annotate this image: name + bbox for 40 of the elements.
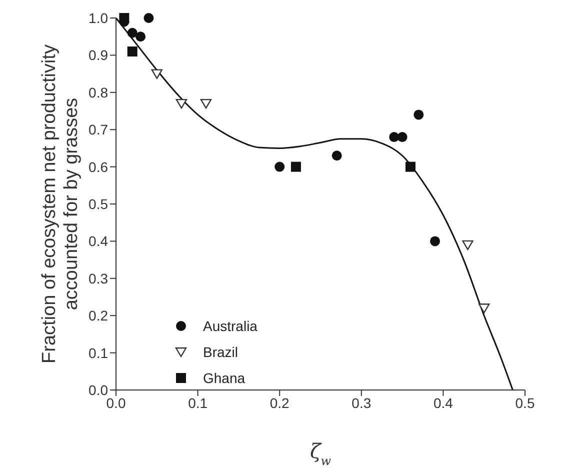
- y-tick-label: 0.2: [88, 308, 108, 324]
- point: [274, 162, 285, 172]
- x-axis-title: ζ$_{w}$: [310, 439, 332, 468]
- point: [144, 13, 154, 23]
- y-tick-label: 0.4: [88, 233, 108, 250]
- y-tick-label: 0.3: [88, 270, 108, 286]
- point: [290, 162, 301, 172]
- x-tick-label: 0.5: [515, 394, 535, 411]
- point: [127, 46, 138, 56]
- point: [136, 32, 146, 42]
- y-tick-label: 0.7: [88, 122, 108, 138]
- x-tick-label: 0.1: [188, 394, 208, 411]
- y-tick-label: 0.8: [88, 84, 108, 100]
- y-tick-label: 0.5: [88, 196, 108, 212]
- point: [200, 98, 212, 109]
- x-tick-label: 0.3: [352, 394, 372, 411]
- x-tick-label: 0.0: [106, 394, 126, 411]
- point: [127, 28, 138, 38]
- point: [478, 304, 490, 314]
- y-tick-label: 0.6: [88, 158, 108, 175]
- x-tick-label: 0.2: [270, 394, 290, 411]
- point: [397, 132, 408, 142]
- y-tick-label: 1.0: [88, 10, 108, 26]
- point: [119, 13, 130, 23]
- x-tick-label: 0.4: [433, 394, 454, 411]
- legend-label: Ghana: [203, 370, 246, 386]
- point: [430, 236, 440, 246]
- point: [462, 240, 474, 250]
- y-tick-label: 0.9: [88, 47, 108, 64]
- y-axis-title: Fraction of ecosystem net productivity accounted for by grasses: [39, 44, 82, 364]
- legend-label: Australia: [203, 318, 258, 334]
- y-tick-label: 0.1: [88, 344, 108, 361]
- y-tick-label: 0.0: [88, 382, 108, 398]
- point: [389, 132, 400, 142]
- point: [151, 69, 162, 79]
- point: [176, 98, 188, 109]
- point: [405, 162, 416, 172]
- legend-label: Brazil: [203, 344, 238, 360]
- point: [414, 110, 424, 120]
- point: [332, 150, 342, 161]
